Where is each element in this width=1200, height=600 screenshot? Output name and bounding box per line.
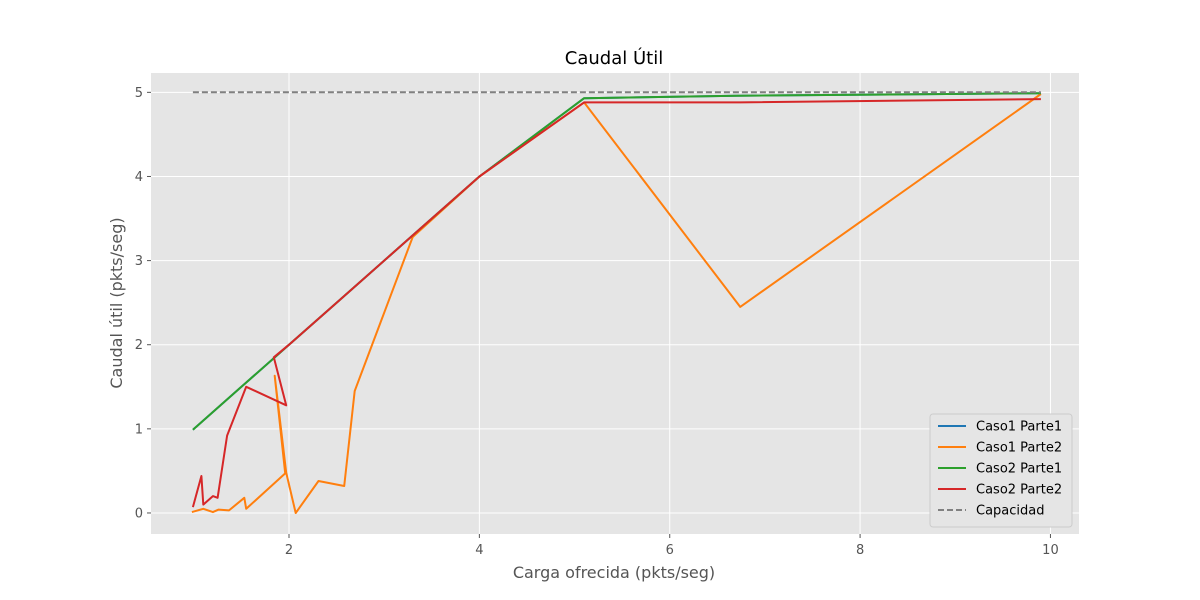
axis-ticks: 2 4 6 8 10 0 1 2 3 4 5 (135, 86, 1059, 558)
y-tick-label: 5 (135, 86, 143, 101)
legend-label: Capacidad (976, 504, 1045, 519)
y-tick-label: 4 (135, 170, 143, 185)
legend-box (929, 413, 1073, 528)
legend: Caso1 Parte1 Caso1 Parte2 Caso2 Parte1 Caso… (929, 413, 1073, 528)
legend-label: Caso1 Parte2 (976, 441, 1062, 456)
legend-label: Caso2 Parte2 (976, 483, 1062, 498)
x-tick-label: 2 (285, 543, 293, 558)
y-tick-label: 2 (135, 338, 143, 353)
legend-label: Caso2 Parte1 (976, 462, 1062, 477)
y-tick-label: 3 (135, 254, 143, 269)
chart-title: Caudal Útil (565, 47, 663, 69)
x-axis-label: Carga ofrecida (pkts/seg) (513, 563, 715, 582)
series-line-caso2-parte2 (191, 98, 1041, 508)
plot-area (151, 73, 1079, 534)
y-tick-label: 1 (135, 422, 143, 437)
series-lines (191, 91, 1042, 514)
y-tick-label: 0 (135, 506, 143, 521)
x-tick-label: 8 (856, 543, 864, 558)
x-tick-label: 4 (475, 543, 483, 558)
grid-lines (151, 73, 1079, 534)
x-tick-label: 10 (1042, 543, 1059, 558)
y-axis-label: Caudal útil (pkts/seg) (107, 217, 126, 388)
legend-label: Caso1 Parte1 (976, 420, 1062, 435)
x-tick-label: 6 (666, 543, 674, 558)
